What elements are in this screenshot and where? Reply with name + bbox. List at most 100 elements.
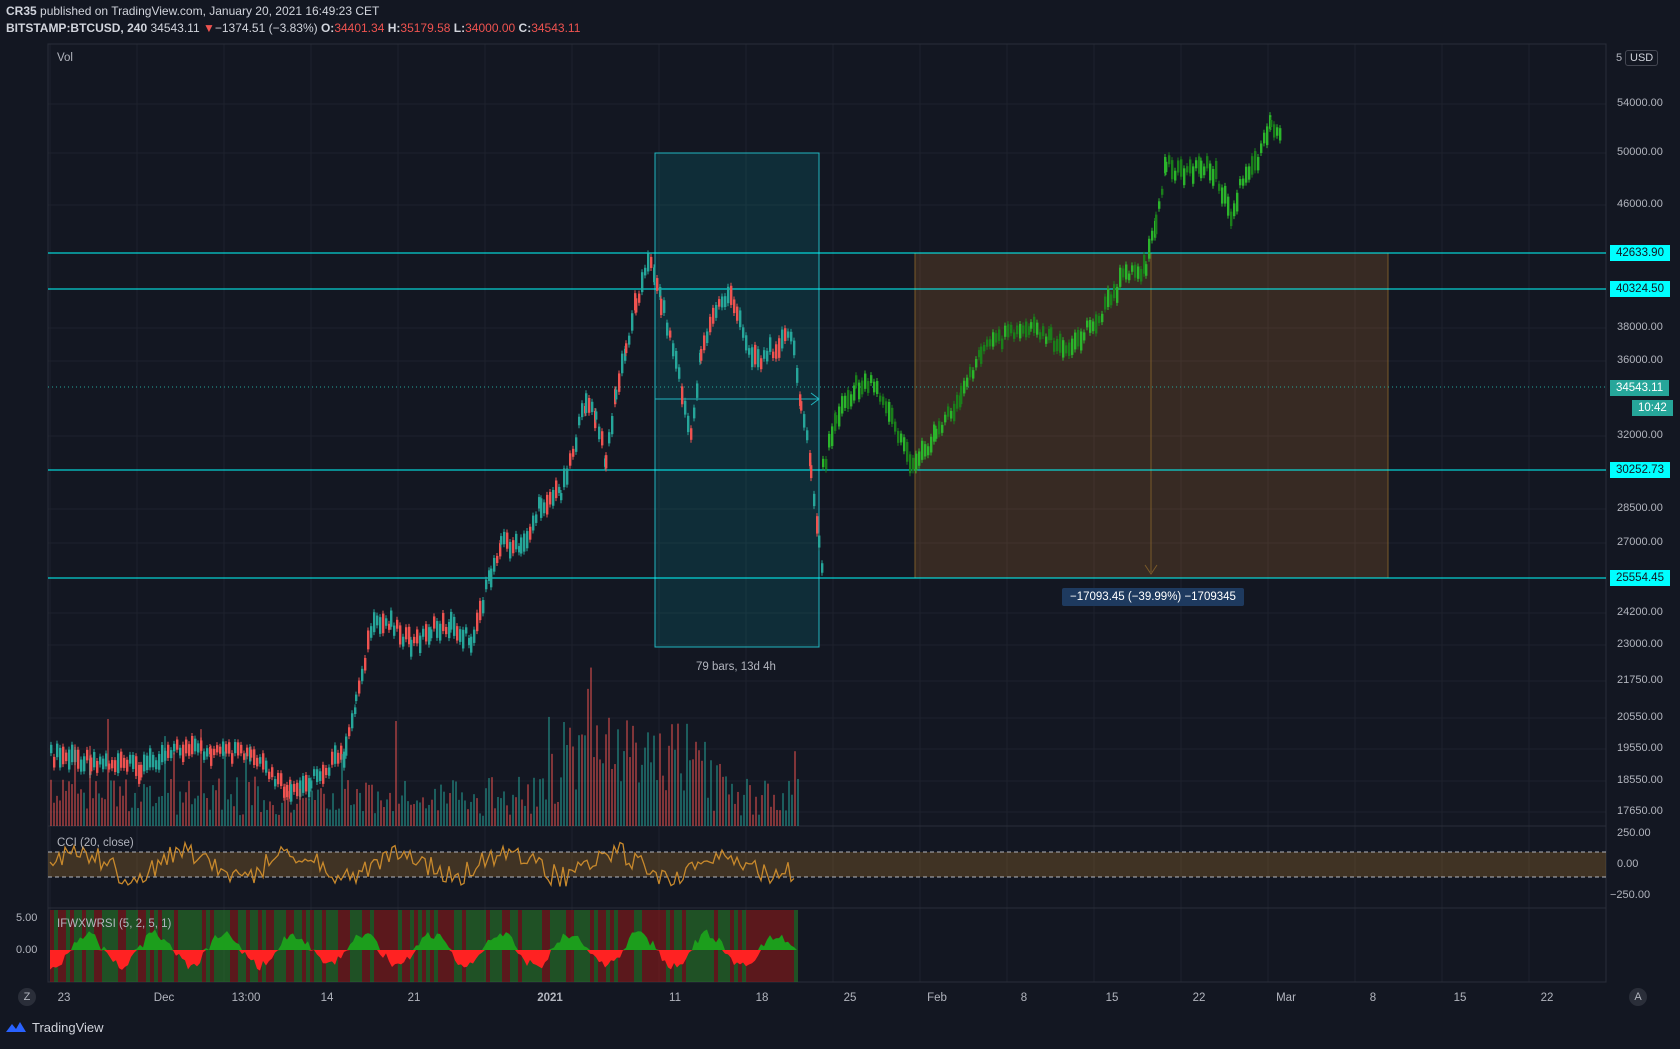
price-candle	[96, 761, 99, 773]
volume-bar	[116, 806, 118, 826]
price-candle	[206, 748, 209, 757]
price-tick-label: 36000.00	[1617, 354, 1663, 366]
price-candle	[114, 760, 117, 773]
tradingview-logo-icon	[6, 1022, 26, 1032]
ifwx-bg	[262, 910, 266, 982]
projection-candle	[960, 385, 963, 405]
volume-bar	[164, 736, 166, 826]
projection-candle	[912, 457, 915, 471]
projection-candle	[1206, 156, 1209, 169]
price-candle	[700, 349, 703, 361]
volume-bar	[395, 721, 397, 826]
measure-tooltip: −17093.45 (−39.99%) −1709345	[1062, 588, 1244, 606]
down-arrow-icon: ▼	[202, 21, 215, 35]
projection-candle	[1030, 322, 1033, 329]
time-tick-label: 14	[320, 992, 334, 1004]
ifwx-bg	[394, 910, 398, 982]
ifwx-bg	[530, 910, 534, 982]
current-price-label: 34543.11	[1610, 380, 1670, 396]
price-candle	[343, 751, 346, 768]
price-candle	[111, 760, 114, 769]
volume-bar	[698, 750, 700, 826]
ifwx-bg	[338, 910, 342, 982]
ifwx-bg	[194, 910, 198, 982]
projection-candle	[850, 394, 853, 407]
volume-bar	[725, 776, 727, 826]
price-candle	[367, 630, 370, 650]
ifwx-bg	[62, 910, 66, 982]
ifwx-bg	[266, 910, 270, 982]
ifwx-bg	[206, 910, 210, 982]
projection-candle	[944, 414, 947, 423]
volume-bar	[350, 805, 352, 826]
zoom-button[interactable]: Z	[18, 988, 36, 1006]
projection-candle	[858, 382, 861, 400]
currency-button[interactable]: USD	[1625, 50, 1659, 66]
volume-bar	[668, 745, 670, 826]
price-candle	[176, 739, 179, 750]
ifwx-bg	[342, 910, 346, 982]
price-candle	[803, 414, 806, 428]
volume-bar	[752, 814, 754, 826]
price-candle	[117, 753, 120, 774]
price-candle	[355, 694, 358, 702]
volume-bar	[230, 794, 232, 826]
auto-scale-button[interactable]: A	[1629, 988, 1647, 1006]
volume-bar	[71, 784, 73, 826]
price-candle	[669, 330, 672, 338]
price-candle	[351, 713, 354, 729]
ifwx-bg	[326, 910, 330, 982]
price-candle	[373, 612, 376, 633]
volume-bar	[149, 785, 151, 826]
projection-candle	[1036, 322, 1039, 335]
projection-candle	[1107, 288, 1110, 308]
projection-candle	[841, 396, 844, 414]
tradingview-footer[interactable]: TradingView	[4, 1019, 104, 1035]
projection-candle	[861, 380, 864, 395]
price-candle	[105, 753, 108, 767]
projection-candle	[1174, 170, 1177, 181]
publisher-name[interactable]: CR35	[6, 4, 37, 18]
price-candle	[59, 747, 62, 768]
projection-candle	[921, 440, 924, 460]
price-candle	[203, 751, 206, 760]
price-candle	[448, 621, 451, 639]
ifwx-bg	[254, 910, 258, 982]
price-candle	[290, 784, 293, 802]
price-tick-label: 32000.00	[1617, 429, 1663, 441]
price-tick-label: 20550.00	[1617, 711, 1663, 723]
ifwx-bg	[594, 910, 598, 982]
high-label: H:	[387, 21, 401, 35]
symbol-name[interactable]: BITSTAMP:BTCUSD, 240	[6, 21, 148, 35]
price-candle	[733, 299, 736, 314]
time-tick-label: 23	[57, 992, 71, 1004]
price-candle	[253, 749, 256, 765]
projection-candle	[1019, 324, 1022, 339]
projection-candle	[1145, 264, 1148, 276]
price-candle	[185, 739, 188, 754]
volume-bar	[737, 791, 739, 826]
volume-bar	[617, 729, 619, 826]
volume-bar	[107, 718, 109, 826]
price-candle	[210, 748, 213, 766]
last-price: 34543.11	[150, 21, 200, 35]
volume-bar	[104, 799, 106, 826]
volume-bar	[128, 811, 130, 826]
volume-bar	[539, 779, 541, 826]
volume-bar	[140, 801, 142, 826]
price-tick-label: 46000.00	[1617, 198, 1663, 210]
volume-bar	[224, 751, 226, 826]
publish-text: published on TradingView.com, January 20…	[40, 4, 380, 18]
projection-candle	[1007, 324, 1010, 338]
volume-bar	[500, 798, 502, 826]
volume-bar	[179, 791, 181, 826]
volume-bar	[770, 806, 772, 826]
volume-bar	[659, 733, 661, 826]
ifwx-bg	[678, 910, 682, 982]
price-tick-label: 50000.00	[1617, 146, 1663, 158]
volume-bar	[557, 802, 559, 826]
ifwx-bg	[450, 910, 454, 982]
volume-bar	[584, 735, 586, 826]
projection-candle	[1203, 166, 1206, 176]
